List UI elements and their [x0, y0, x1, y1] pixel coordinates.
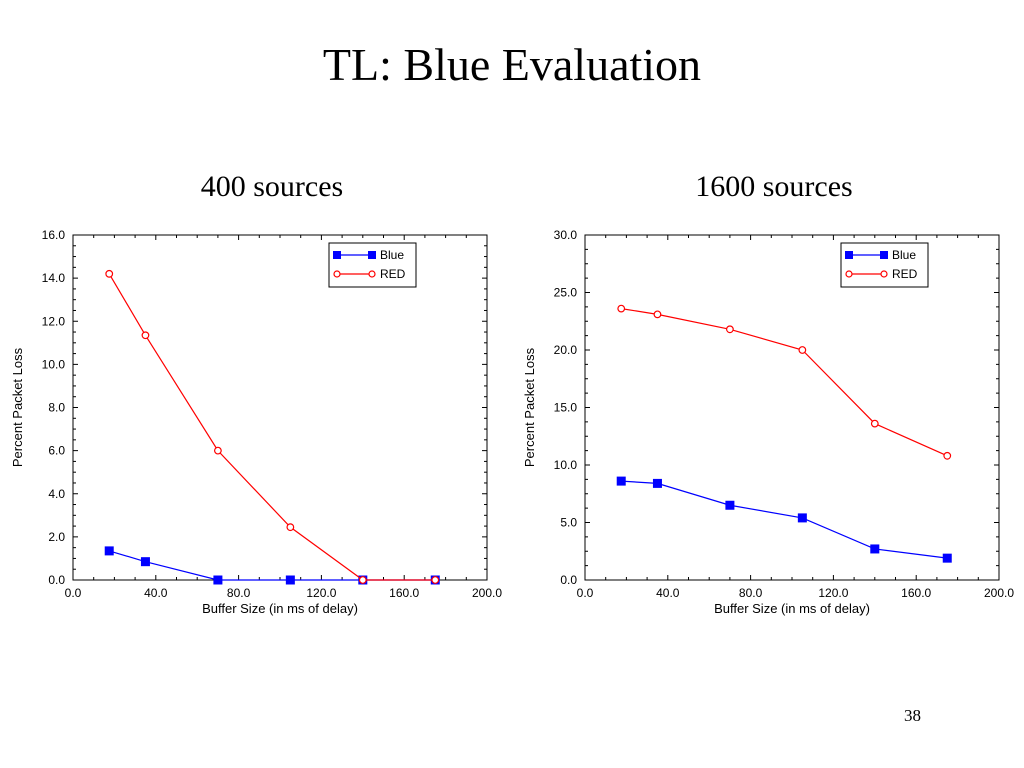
data-point-blue	[797, 513, 807, 523]
series-line-blue	[109, 550, 436, 581]
data-point-blue	[140, 557, 150, 567]
y-tick-label: 20.0	[554, 343, 578, 357]
chart-400-sources: 0.0 40.0 80.0 120.0 160.0 200.0 0.0 2.0 4.0 6.0 8.…	[10, 228, 502, 616]
x-tick-label: 80.0	[739, 586, 763, 600]
x-axis-label: Buffer Size (in ms of delay)	[202, 601, 358, 616]
data-point-blue	[725, 500, 735, 510]
x-tick-label: 200.0	[984, 586, 1014, 600]
x-axis-label: Buffer Size (in ms of delay)	[714, 601, 870, 616]
x-tick-label: 0.0	[65, 586, 82, 600]
data-point-red	[358, 576, 367, 584]
legend-label-red: RED	[380, 267, 406, 281]
x-tick-label: 80.0	[227, 586, 251, 600]
data-point-blue	[870, 544, 880, 554]
data-point-red	[653, 310, 662, 319]
data-point-red	[286, 523, 295, 532]
x-tick-label: 120.0	[306, 586, 336, 600]
legend-marker-blue	[880, 251, 888, 259]
legend-marker-red	[333, 270, 341, 278]
x-tick-label: 40.0	[144, 586, 168, 600]
slide-title: TL: Blue Evaluation	[322, 39, 702, 90]
y-tick-label: 10.0	[42, 357, 66, 371]
legend-label-blue: Blue	[380, 248, 404, 262]
y-tick-label: 0.0	[560, 573, 577, 587]
y-tick-label: 4.0	[48, 487, 65, 501]
x-tick-label: 160.0	[901, 586, 931, 600]
y-tick-label: 10.0	[554, 458, 578, 472]
legend-marker-red	[845, 270, 853, 278]
data-point-red	[943, 451, 952, 460]
data-point-blue	[285, 575, 295, 585]
y-tick-label: 0.0	[48, 573, 65, 587]
y-tick-label: 16.0	[42, 228, 66, 242]
y-axis-label: Percent Packet Loss	[522, 347, 537, 467]
data-point-red	[213, 446, 222, 455]
data-point-blue	[104, 546, 114, 556]
legend-label-blue: Blue	[892, 248, 916, 262]
data-point-red	[617, 304, 626, 313]
legend-box	[328, 242, 417, 288]
y-tick-label: 15.0	[554, 401, 578, 415]
x-tick-label: 200.0	[472, 586, 502, 600]
legend-marker-red	[368, 270, 376, 278]
y-tick-label: 8.0	[48, 401, 65, 415]
data-point-red	[798, 346, 807, 354]
legend-box	[840, 242, 929, 288]
data-point-blue	[652, 478, 662, 488]
y-tick-label: 14.0	[42, 271, 66, 285]
legend-marker-blue	[333, 251, 341, 259]
chart-subtitle-1600-sources: 1600 sources	[695, 170, 853, 203]
series-line-blue	[621, 480, 948, 559]
plot-frame	[584, 234, 1000, 581]
plot-frame	[72, 234, 488, 581]
legend-marker-red	[880, 270, 888, 278]
legend-label-red: RED	[892, 267, 918, 281]
y-tick-label: 30.0	[554, 228, 578, 242]
data-point-red	[141, 331, 150, 340]
x-tick-label: 40.0	[656, 586, 680, 600]
data-point-red	[725, 325, 734, 334]
page-number: 38	[904, 706, 921, 725]
data-point-blue	[616, 476, 626, 486]
y-axis-label: Percent Packet Loss	[10, 347, 25, 467]
legend-marker-blue	[845, 251, 853, 259]
data-point-red	[105, 269, 114, 278]
y-tick-label: 2.0	[48, 530, 65, 544]
chart-subtitle-400-sources: 400 sources	[200, 170, 344, 203]
x-tick-label: 160.0	[389, 586, 419, 600]
y-tick-label: 12.0	[42, 314, 66, 328]
series-line-red	[108, 273, 436, 581]
series-line-red	[621, 308, 948, 457]
data-point-blue	[213, 575, 223, 585]
x-tick-label: 120.0	[818, 586, 848, 600]
data-point-blue	[942, 553, 952, 563]
data-point-red	[431, 576, 440, 584]
data-point-red	[870, 419, 879, 428]
chart-1600-sources: 0.0 40.0 80.0 120.0 160.0 200.0 0.0 5.0 10.0 15.0…	[522, 228, 1014, 616]
y-tick-label: 6.0	[48, 444, 65, 458]
y-tick-label: 25.0	[554, 286, 578, 300]
x-tick-label: 0.0	[577, 586, 594, 600]
y-tick-label: 5.0	[560, 516, 577, 530]
legend-marker-blue	[368, 251, 376, 259]
